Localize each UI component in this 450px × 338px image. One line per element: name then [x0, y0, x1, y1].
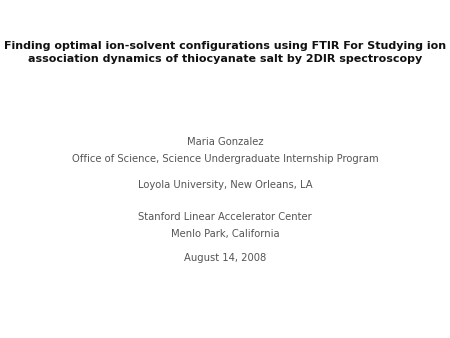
Text: Finding optimal ion-solvent configurations using FTIR For Studying ion
associati: Finding optimal ion-solvent configuratio… [4, 41, 446, 64]
Text: Stanford Linear Accelerator Center: Stanford Linear Accelerator Center [138, 212, 312, 222]
Text: Office of Science, Science Undergraduate Internship Program: Office of Science, Science Undergraduate… [72, 154, 378, 164]
Text: Maria Gonzalez: Maria Gonzalez [187, 137, 263, 147]
Text: Loyola University, New Orleans, LA: Loyola University, New Orleans, LA [138, 180, 312, 190]
Text: Menlo Park, California: Menlo Park, California [171, 229, 279, 239]
Text: August 14, 2008: August 14, 2008 [184, 253, 266, 263]
